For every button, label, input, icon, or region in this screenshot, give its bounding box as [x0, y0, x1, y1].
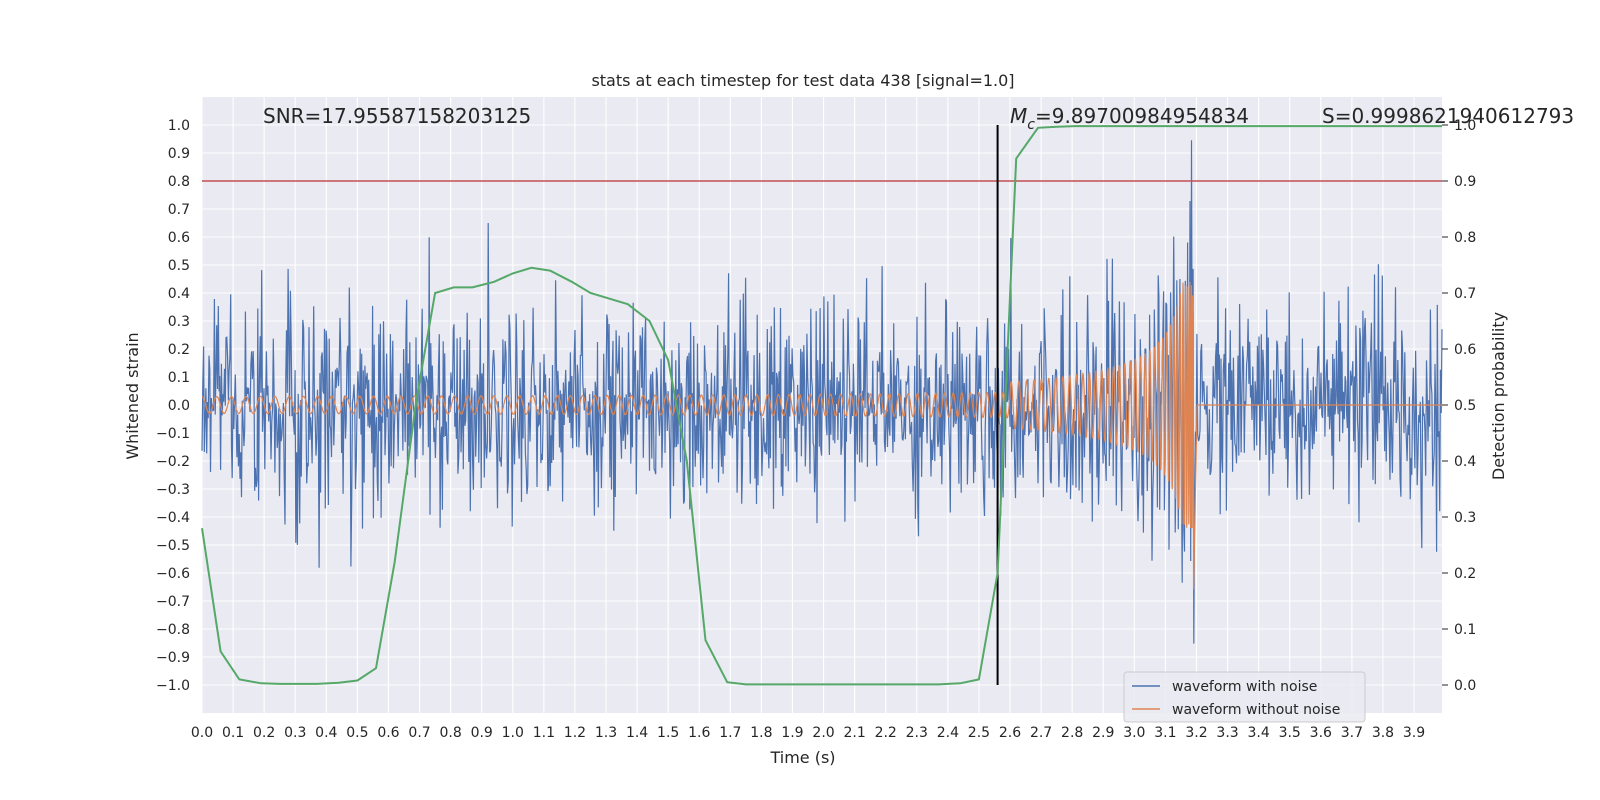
x-tick-label: 1.9	[781, 725, 803, 741]
x-tick-label: 2.0	[812, 725, 834, 741]
annotation-score: S=0.9998621940612793	[1322, 104, 1574, 128]
y-tick-label: −1.0	[156, 678, 190, 694]
y2-tick-label: 0.8	[1454, 230, 1476, 246]
x-tick-label: 1.6	[688, 725, 710, 741]
x-tick-label: 1.0	[502, 725, 524, 741]
y-tick-label: −0.3	[156, 482, 190, 498]
legend-label-clean: waveform without noise	[1172, 702, 1340, 718]
x-tick-label: 2.1	[843, 725, 865, 741]
annotation-chirp-mass-symbol: M	[1010, 104, 1027, 128]
y-tick-label: 0.8	[168, 174, 190, 190]
y2-tick-label: 0.5	[1454, 398, 1476, 414]
y2-tick-label: 0.2	[1454, 566, 1476, 582]
y-tick-label: −0.6	[156, 566, 190, 582]
y-tick-label: −0.1	[156, 426, 190, 442]
y2-tick-label: 0.6	[1454, 342, 1476, 358]
y2-tick-label: 0.9	[1454, 174, 1476, 190]
x-tick-label: 3.7	[1341, 725, 1363, 741]
x-tick-label: 2.3	[906, 725, 928, 741]
y2-axis-ticks: 1.0 0.9 0.8 0.7 0.6 0.5 0.4 0.3 0.2 0.1 0.0	[1442, 118, 1476, 694]
x-tick-label: 1.2	[564, 725, 586, 741]
y2-tick-label: 1.0	[1454, 118, 1476, 134]
x-tick-label: 2.4	[937, 725, 959, 741]
x-tick-label: 0.7	[408, 725, 430, 741]
x-tick-label: 2.7	[1030, 725, 1052, 741]
x-tick-label: 0.5	[346, 725, 368, 741]
x-tick-label: 3.8	[1372, 725, 1394, 741]
annotation-chirp-mass-subscript: c	[1027, 117, 1035, 133]
x-tick-label: 3.4	[1248, 725, 1270, 741]
series-waveform-with-noise	[201, 140, 1443, 644]
y2-tick-label: 0.7	[1454, 286, 1476, 302]
y-tick-label: 0.3	[168, 314, 190, 330]
x-tick-label: 0.2	[253, 725, 275, 741]
x-tick-label: 2.8	[1061, 725, 1083, 741]
y2-tick-label: 0.1	[1454, 622, 1476, 638]
series-detection-probability	[201, 125, 1442, 686]
y-tick-label: 0.0	[168, 398, 190, 414]
y-tick-label: 0.1	[168, 370, 190, 386]
y-tick-label: 0.2	[168, 342, 190, 358]
series-waveform-without-noise	[201, 282, 1442, 590]
y-tick-label: −0.8	[156, 622, 190, 638]
y-axis-label: Whitened strain	[123, 332, 142, 459]
y2-tick-label: 0.3	[1454, 510, 1476, 526]
y-tick-label: 1.0	[168, 118, 190, 134]
x-tick-label: 2.9	[1092, 725, 1114, 741]
x-tick-label: 1.3	[595, 725, 617, 741]
legend: waveform with noise waveform without noi…	[1123, 671, 1366, 723]
x-tick-label: 3.9	[1403, 725, 1425, 741]
y-tick-label: 0.6	[168, 230, 190, 246]
y-tick-label: 0.4	[168, 286, 190, 302]
x-tick-label: 1.5	[657, 725, 679, 741]
chart-title: stats at each timestep for test data 438…	[591, 71, 1014, 90]
x-tick-label: 3.6	[1310, 725, 1332, 741]
x-tick-label: 0.8	[439, 725, 461, 741]
y-tick-label: −0.5	[156, 538, 190, 554]
y-tick-label: 0.9	[168, 146, 190, 162]
x-axis-ticks: 0.0 0.1 0.2 0.3 0.4 0.5 0.6 0.7 0.8 0.9 1.0 1.1 1.2 1…	[191, 725, 1425, 741]
x-tick-label: 3.2	[1185, 725, 1207, 741]
x-tick-label: 3.0	[1123, 725, 1145, 741]
y-axis-ticks: 1.0 0.9 0.8 0.7 0.6 0.5 0.4 0.3 0.2 0.1 0.0 −0.1 −0.…	[156, 118, 190, 694]
x-tick-label: 0.3	[284, 725, 306, 741]
annotation-chirp-mass-value: =9.89700984954834	[1035, 104, 1249, 128]
x-tick-label: 0.4	[315, 725, 337, 741]
x-tick-label: 2.6	[999, 725, 1021, 741]
x-tick-label: 0.6	[377, 725, 399, 741]
x-tick-label: 3.1	[1154, 725, 1176, 741]
x-tick-label: 0.0	[191, 725, 213, 741]
x-tick-label: 1.1	[533, 725, 555, 741]
plot-series	[201, 125, 1443, 686]
annotation-snr: SNR=17.95587158203125	[263, 104, 531, 128]
x-axis-label: Time (s)	[769, 748, 835, 767]
x-tick-label: 1.4	[626, 725, 648, 741]
legend-label-noise: waveform with noise	[1172, 679, 1317, 695]
y-tick-label: 0.5	[168, 258, 190, 274]
y-tick-label: −0.4	[156, 510, 190, 526]
x-tick-label: 0.1	[222, 725, 244, 741]
y-tick-label: −0.2	[156, 454, 190, 470]
y-tick-label: −0.9	[156, 650, 190, 666]
x-tick-label: 3.3	[1216, 725, 1238, 741]
y2-tick-label: 0.0	[1454, 678, 1476, 694]
x-tick-label: 1.8	[750, 725, 772, 741]
y2-axis-label: Detection probability	[1489, 312, 1508, 480]
y-tick-label: 0.7	[168, 202, 190, 218]
x-tick-label: 0.9	[471, 725, 493, 741]
y2-tick-label: 0.4	[1454, 454, 1476, 470]
annotation-chirp-mass: Mc=9.89700984954834	[1010, 104, 1249, 133]
x-tick-label: 2.2	[875, 725, 897, 741]
x-tick-label: 1.7	[719, 725, 741, 741]
y-tick-label: −0.7	[156, 594, 190, 610]
x-tick-label: 3.5	[1279, 725, 1301, 741]
x-tick-label: 2.5	[968, 725, 990, 741]
legend-box	[1123, 671, 1366, 723]
